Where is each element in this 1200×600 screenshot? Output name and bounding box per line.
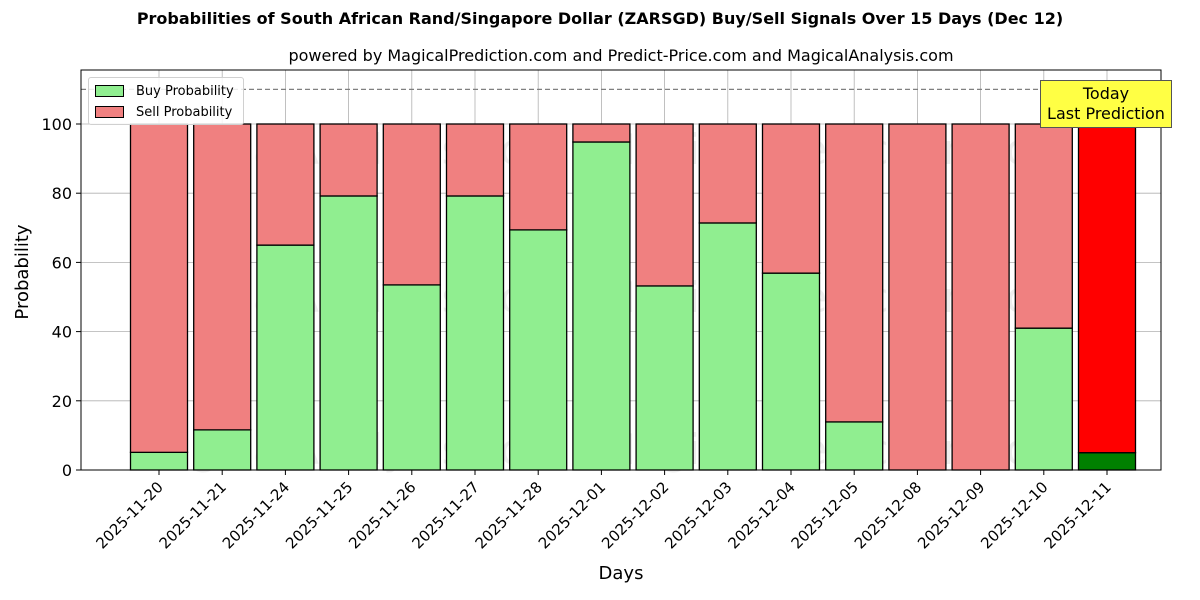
sell-bar xyxy=(951,123,1010,471)
annotation-line-2: Last Prediction xyxy=(1047,104,1165,123)
legend: Buy Probability Sell Probability xyxy=(88,77,244,125)
sell-bar xyxy=(572,123,631,143)
buy-bar xyxy=(129,451,189,471)
sell-swatch-icon xyxy=(95,106,124,118)
svg-text:2025-12-01: 2025-12-01 xyxy=(535,478,609,552)
svg-text:2025-12-05: 2025-12-05 xyxy=(788,478,862,552)
sell-bar xyxy=(129,123,189,454)
svg-text:2025-11-25: 2025-11-25 xyxy=(282,478,356,552)
buy-bar xyxy=(1014,327,1073,471)
svg-text:2025-11-27: 2025-11-27 xyxy=(408,478,482,552)
sell-bar xyxy=(445,123,505,197)
sell-bar xyxy=(1014,123,1073,329)
svg-text:0: 0 xyxy=(62,461,72,480)
svg-text:80: 80 xyxy=(52,184,72,203)
svg-text:2025-12-03: 2025-12-03 xyxy=(661,478,735,552)
buy-bar xyxy=(509,229,568,471)
svg-text:60: 60 xyxy=(52,253,72,272)
buy-bar xyxy=(193,429,252,471)
svg-text:20: 20 xyxy=(52,392,72,411)
legend-item-sell: Sell Probability xyxy=(95,104,232,120)
sell-bar xyxy=(1077,123,1137,454)
sell-bar xyxy=(825,123,884,423)
buy-bar xyxy=(635,285,694,471)
buy-bar xyxy=(382,284,441,471)
svg-text:2025-11-26: 2025-11-26 xyxy=(345,478,419,552)
buy-bar xyxy=(825,421,884,471)
today-annotation: Today Last Prediction xyxy=(1040,80,1172,128)
buy-bar xyxy=(761,272,821,471)
legend-item-buy: Buy Probability xyxy=(95,83,234,99)
svg-text:2025-11-20: 2025-11-20 xyxy=(92,478,166,552)
sell-bar xyxy=(319,123,378,197)
buy-bar xyxy=(1077,452,1137,471)
x-axis-label: Days xyxy=(598,563,644,584)
sell-bar xyxy=(888,123,947,471)
buy-bar xyxy=(698,222,757,471)
svg-text:2025-12-08: 2025-12-08 xyxy=(851,478,925,552)
buy-swatch-icon xyxy=(95,85,124,97)
svg-text:2025-11-21: 2025-11-21 xyxy=(156,478,230,552)
y-axis-label: Probability xyxy=(12,224,33,320)
buy-bar xyxy=(256,244,315,471)
buy-bar xyxy=(319,195,378,471)
svg-text:2025-12-11: 2025-12-11 xyxy=(1040,478,1114,552)
buy-bar xyxy=(445,195,505,471)
svg-text:2025-12-02: 2025-12-02 xyxy=(598,478,672,552)
svg-text:100: 100 xyxy=(41,115,72,134)
annotation-line-1: Today xyxy=(1082,84,1130,103)
sell-bar xyxy=(761,123,821,274)
svg-text:2025-12-10: 2025-12-10 xyxy=(977,478,1051,552)
svg-text:2025-11-28: 2025-11-28 xyxy=(472,478,546,552)
legend-sell-label: Sell Probability xyxy=(136,104,233,120)
sell-bar xyxy=(256,123,315,246)
sell-bar xyxy=(509,123,568,231)
sell-bar xyxy=(698,123,757,224)
svg-text:2025-12-09: 2025-12-09 xyxy=(914,478,988,552)
sell-bar xyxy=(382,123,441,286)
buy-bar xyxy=(572,141,631,471)
svg-text:40: 40 xyxy=(52,323,72,342)
svg-text:2025-11-24: 2025-11-24 xyxy=(219,478,293,552)
sell-bar xyxy=(193,123,252,431)
chart-subtitle: powered by MagicalPrediction.com and Pre… xyxy=(288,46,954,65)
svg-text:2025-12-04: 2025-12-04 xyxy=(724,478,798,552)
chart-title: Probabilities of South African Rand/Sing… xyxy=(136,9,1064,28)
legend-buy-label: Buy Probability xyxy=(136,83,234,99)
sell-bar xyxy=(635,123,694,287)
